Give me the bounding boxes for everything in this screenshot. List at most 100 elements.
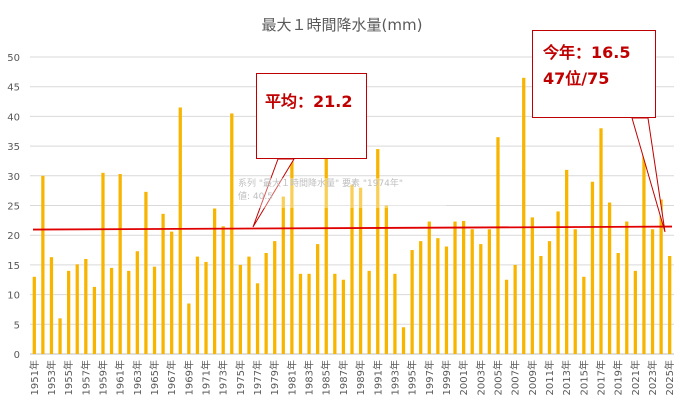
- bar: [67, 270, 71, 354]
- x-tick-label: 2005年: [491, 360, 504, 395]
- data-tooltip: 系列 "最大１時間降水量" 要素 "1974年" 値: 40.5: [238, 178, 446, 208]
- rank-label: 47位/75: [543, 69, 610, 88]
- x-tick-label: 1991年: [371, 360, 384, 395]
- bar: [255, 283, 260, 354]
- tooltip-line-2: 値: 40.5: [238, 192, 273, 202]
- x-tick-label: 1951年: [28, 360, 41, 395]
- bar: [427, 221, 431, 354]
- x-tick-label: 1963年: [131, 360, 144, 395]
- y-tick-label: 0: [14, 350, 20, 361]
- x-tick-label: 1999年: [440, 360, 453, 395]
- bar: [616, 253, 620, 354]
- bar: [290, 146, 294, 354]
- y-tick-label: 50: [7, 53, 20, 64]
- bar: [333, 273, 337, 354]
- x-tick-label: 1967年: [165, 360, 178, 395]
- bar: [118, 174, 122, 354]
- y-tick-label: 40: [7, 112, 20, 123]
- bar: [281, 196, 285, 354]
- bar: [101, 172, 105, 354]
- bar: [547, 241, 552, 354]
- bar: [58, 318, 62, 354]
- bar: [204, 261, 208, 354]
- bar: [273, 241, 277, 354]
- bar: [324, 151, 328, 354]
- bar: [461, 220, 466, 354]
- x-tick-label: 1979年: [268, 360, 281, 395]
- latest-callout-pointer: [631, 117, 666, 233]
- x-tick-label: 1981年: [285, 360, 298, 395]
- average-callout: 平均：21.2: [256, 73, 367, 159]
- x-tick-label: 2017年: [595, 360, 608, 395]
- x-tick-label: 1975年: [234, 360, 247, 395]
- x-tick-label: 1957年: [79, 360, 92, 395]
- bar: [659, 199, 663, 354]
- y-tick-label: 30: [7, 172, 20, 183]
- y-tick-label: 35: [7, 142, 20, 153]
- y-tick-label: 25: [7, 202, 20, 213]
- bar: [170, 231, 174, 354]
- x-tick-label: 2015年: [577, 360, 590, 395]
- bar: [582, 276, 586, 354]
- bar: [539, 255, 543, 354]
- bar: [84, 258, 88, 354]
- bar: [221, 226, 225, 354]
- bar: [393, 273, 397, 354]
- bar: [367, 270, 371, 354]
- bar: [135, 251, 139, 354]
- y-tick-label: 10: [7, 291, 20, 302]
- bar: [556, 211, 560, 354]
- bar: [358, 187, 363, 354]
- average-label: 平均：21.2: [265, 92, 353, 111]
- bar: [127, 270, 131, 354]
- bar: [384, 205, 388, 354]
- x-axis-labels: 1951年 1953年 1955年 1957年 1959年 1961年 1963年 1965年…: [28, 360, 676, 395]
- bar: [410, 250, 414, 354]
- average-line: [32, 225, 673, 231]
- bar: [444, 246, 449, 354]
- x-tick-label: 1993年: [388, 360, 401, 395]
- bar: [436, 238, 440, 354]
- bar: [109, 267, 114, 354]
- bar: [607, 202, 612, 354]
- bar: [341, 279, 346, 354]
- bar: [522, 77, 526, 354]
- x-tick-label: 2019年: [612, 360, 625, 395]
- y-tick-label: 5: [14, 320, 20, 331]
- x-tick-label: 1985年: [320, 360, 333, 395]
- bar: [212, 208, 217, 354]
- x-tick-label: 2011年: [543, 360, 556, 395]
- bar: [625, 221, 629, 354]
- bar: [668, 255, 672, 354]
- average-callout-pointer: [252, 158, 295, 228]
- bar: [75, 264, 79, 354]
- bar: [530, 217, 534, 354]
- y-tick-label: 15: [7, 261, 20, 272]
- x-tick-label: 1973年: [217, 360, 230, 395]
- x-tick-label: 1987年: [337, 360, 350, 395]
- latest-year-callout: 今年：16.5 47位/75: [532, 30, 656, 118]
- bar: [650, 229, 655, 354]
- x-tick-label: 2021年: [629, 360, 642, 395]
- x-tick-label: 1977年: [251, 360, 264, 395]
- bar: [504, 279, 509, 354]
- bar: [144, 191, 148, 354]
- chart-title: 最大１時間降水量(mm): [262, 16, 423, 34]
- bar: [513, 264, 517, 354]
- bar: [92, 286, 97, 354]
- bar: [401, 327, 406, 354]
- bar: [307, 273, 311, 354]
- bar: [479, 244, 483, 354]
- x-tick-label: 1997年: [423, 360, 436, 395]
- latest-value-label: 今年：16.5: [543, 43, 631, 62]
- x-tick-label: 1971年: [200, 360, 213, 395]
- bar: [32, 276, 36, 354]
- bar: [195, 256, 200, 354]
- x-tick-label: 2013年: [560, 360, 573, 395]
- y-tick-label: 20: [7, 231, 20, 242]
- x-tick-label: 1995年: [406, 360, 419, 395]
- bar-series: [32, 77, 672, 355]
- x-tick-label: 1983年: [303, 360, 316, 395]
- bar: [247, 256, 251, 354]
- bar: [178, 107, 182, 355]
